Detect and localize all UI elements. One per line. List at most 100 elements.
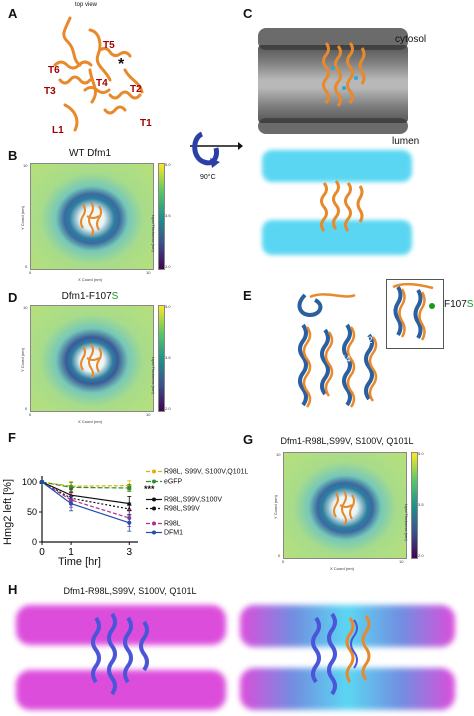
legend-swatch-marker [152,479,156,484]
panel-e-helix-t4: T4 [340,354,351,364]
y-tick-label: 100 [22,477,37,487]
panel-b-colorbar [158,163,165,270]
panel-a-protein-top-view [53,16,144,132]
panel-c-protein-side [320,180,364,232]
panel-c-lumen-label: lumen [392,136,420,147]
helix-label-t6: T6 [48,65,60,76]
helix-label-t1: T1 [140,118,152,129]
panel-g-xtick-5: 10 [399,559,404,564]
legend-label: DFM1 [162,529,183,537]
x-tick-label: 1 [68,547,74,558]
panel-a-title: top view [74,2,97,8]
panel-g-ytick-0: 10 [276,452,281,457]
legend-item: R98L, S99V, S100V,Q101L [146,468,248,475]
data-point [40,480,44,484]
panel-e-mutation-suffix: S [466,299,474,310]
panel-h-left-lipid-bottom [16,670,226,710]
panel-d-cbtick-6: 2.0 [165,406,171,411]
helix-label-t5: T5 [103,40,115,51]
panel-d-title-prefix: Dfm1-F107 [61,291,112,302]
legend-swatch-marker [152,506,156,511]
panel-e-mutation-label: F107S [444,299,473,310]
panel-g-letter: G [243,432,254,447]
series-line [41,481,130,489]
panel-b-letter: B [8,148,18,163]
legend-label: R98L, S99V, S100V,Q101L [162,468,249,476]
legend-item: DFM1 [146,529,183,536]
panel-g-ytick-5: 0 [278,553,281,558]
panel-e-inset-detail [392,282,435,341]
legend-label: eGFP [162,478,183,486]
data-point [127,486,132,490]
panel-h-left-lipid-top [16,605,226,645]
panel-b-xtick-0: 0 [29,270,32,275]
panel-a-letter: A [8,6,18,21]
legend-swatch [146,497,162,502]
panel-c-top-shadow [258,28,408,50]
panel-b-ytick-0: 10 [23,163,28,168]
legend-item: R98L,S99V,S100V [146,496,222,503]
helix-label-l1: L1 [52,125,64,136]
panel-d-colorbar [158,305,165,412]
panel-g-xtick-0: 0 [282,559,285,564]
panel-d-cbtick-0: 5.0 [165,304,171,309]
series-line [41,481,130,519]
legend-item: eGFP [146,478,182,485]
legend-item: R98L,S99V [146,505,200,512]
panel-f-chart: 0 1 3 0 50 100 [22,476,138,558]
rotation-arrow-icon [190,131,243,168]
helix-label-t3: T3 [44,86,56,97]
legend-label: R98L,S99V,S100V [162,496,223,504]
panel-c-cytosol-label: cytosol [395,34,427,45]
panel-g-cbtick-6: 2.0 [418,553,424,558]
panel-d-ylabel: Y Coord (nm) [20,348,25,372]
legend-swatch [146,521,162,526]
panel-e-helix-t2: T2 [362,335,373,345]
panel-d-title: Dfm1-F107S [30,291,150,302]
legend-swatch [146,506,162,511]
series-line [41,481,130,487]
panel-g-ylabel: Y Coord (nm) [273,495,278,519]
panel-g-colorbar [411,452,418,559]
panel-f-xlabel: Time [hr] [58,556,101,568]
panel-d-xlabel: X Coord (nm) [78,419,103,424]
panel-f-letter: F [8,430,16,445]
panel-b-cbtick-3: 3.5 [165,213,171,218]
panel-c-lipid-top [262,150,412,182]
panel-c-letter: C [243,6,253,21]
panel-g-title: Dfm1-R98L,S99V, S100V, Q101L [280,436,414,446]
data-point [69,485,74,490]
panel-b-ylabel: Y Coord (nm) [20,206,25,230]
x-tick-label: 3 [126,547,132,558]
panel-h-title: Dfm1-R98L,S99V, S100V, Q101L [63,586,197,596]
panel-d-xtick-5: 10 [146,412,151,417]
x-tick-label: 0 [39,547,45,558]
star-marker: * [118,56,125,73]
panel-b-protein-overlay [80,201,102,237]
panel-f-ylabel: Hmg2 left [%] [2,478,14,545]
panel-g-cbtick-0: 5.0 [418,451,424,456]
panel-d-cbtick-3: 3.5 [165,355,171,360]
panel-d-cblabel: Lipid Thickness (nm) [151,357,156,394]
panel-b-ytick-5: 0 [25,264,28,269]
legend-swatch [146,530,162,535]
legend-swatch [146,469,162,474]
legend-swatch-marker [152,530,156,535]
panel-b-xlabel: X Coord (nm) [78,277,103,282]
panel-h-right-protein [311,612,371,696]
panel-b-xtick-5: 10 [146,270,151,275]
panel-d-protein-overlay [80,343,102,379]
panel-d-heatmap [30,305,154,412]
legend-label: R98L [162,520,181,528]
panel-d-ytick-5: 0 [25,406,28,411]
panel-d-title-suffix: S [111,291,119,302]
panel-c-bottom-shadow [258,118,408,134]
panel-g-heatmap [283,452,407,559]
panel-c-lipid-bottom [262,220,412,255]
panel-e-letter: E [243,288,252,303]
helix-label-t4: T4 [96,78,108,89]
panel-g-cblabel: Lipid Thickness (nm) [404,504,409,541]
legend-swatch-marker [152,497,156,502]
legend-swatch-marker [152,469,156,474]
legend-swatch [146,479,162,484]
